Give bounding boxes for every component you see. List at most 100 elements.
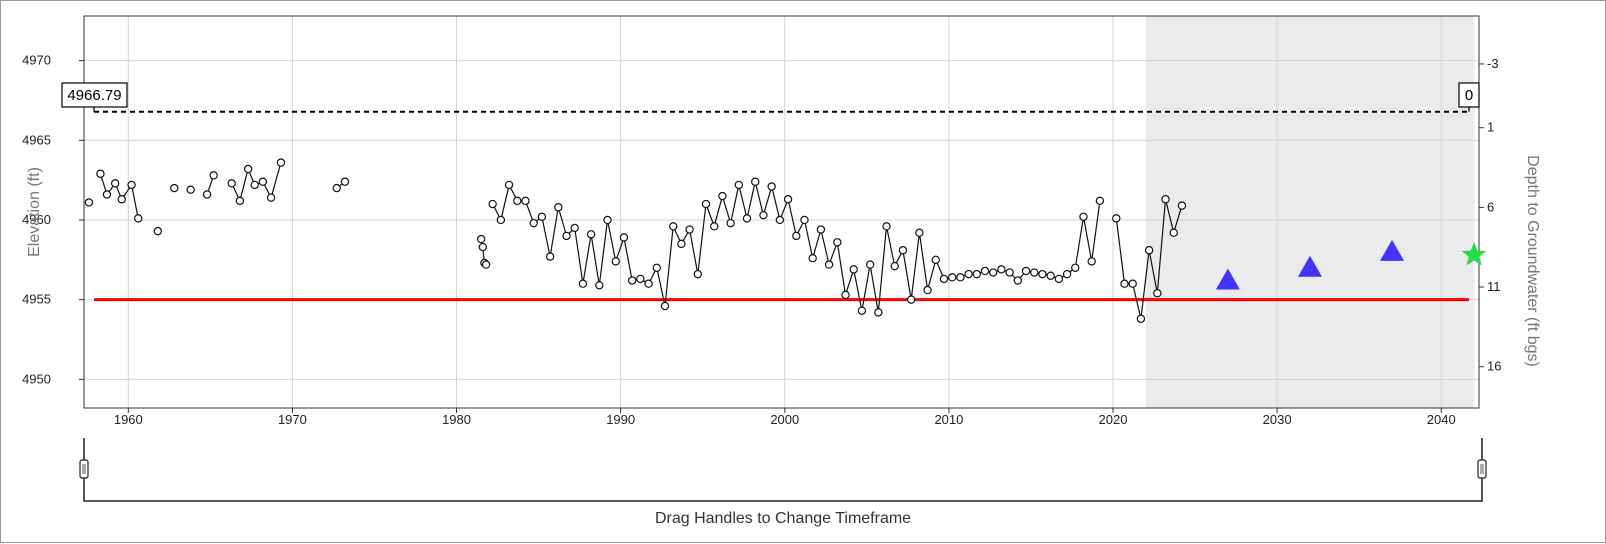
data-point	[611, 257, 620, 266]
data-point	[767, 182, 776, 191]
y-tick-label: 4960	[22, 212, 51, 227]
data-point	[833, 238, 842, 247]
data-point	[1013, 276, 1023, 285]
data-point	[849, 265, 858, 274]
data-point	[931, 255, 940, 265]
data-point	[127, 180, 136, 190]
data-point	[102, 190, 112, 199]
left-handle[interactable]	[79, 459, 89, 479]
ground-right-label: 0	[1465, 87, 1473, 104]
data-point	[693, 269, 703, 279]
data-point	[488, 199, 497, 209]
data-point	[841, 290, 850, 300]
series-line	[492, 181, 1101, 313]
projection-markers	[1215, 239, 1487, 290]
data-point	[1095, 196, 1105, 206]
x-tick-label: 1960	[114, 412, 143, 427]
x-tick-label: 1980	[442, 412, 471, 427]
data-point	[701, 199, 711, 209]
data-point	[545, 252, 555, 261]
data-point	[1079, 212, 1088, 221]
data-point	[718, 191, 727, 201]
x-tick-label: 2020	[1099, 412, 1128, 427]
data-point	[1021, 266, 1031, 276]
data-point	[980, 266, 990, 276]
y2-tick-label: 6	[1487, 199, 1494, 214]
data-point	[775, 215, 785, 225]
data-point	[496, 215, 506, 225]
data-point	[890, 261, 899, 271]
data-point	[964, 269, 973, 279]
data-point	[476, 234, 486, 244]
y-tick-label: 4965	[22, 132, 51, 147]
data-point	[619, 233, 629, 242]
x-tick-label: 2010	[934, 412, 963, 427]
data-point	[235, 196, 245, 206]
data-point	[209, 171, 218, 180]
data-point	[340, 177, 350, 186]
y2-tick-label: -3	[1487, 56, 1499, 71]
right-handle[interactable]	[1477, 459, 1487, 479]
data-point	[1054, 274, 1064, 284]
data-point	[800, 215, 809, 225]
data-point	[537, 212, 547, 221]
data-point	[1169, 228, 1178, 237]
projection-star	[1461, 242, 1487, 266]
data-point	[227, 179, 236, 188]
y2-axis-title: Depth to Groundwater (ft bgs)	[1524, 155, 1541, 367]
data-point	[1144, 246, 1154, 255]
ground-left-label-box	[61, 82, 128, 108]
data-point	[636, 274, 645, 284]
data-point	[997, 265, 1006, 274]
data-point	[603, 215, 612, 225]
x-axis-ticks: 1960 1970 1980 1990 2000 2010 2020 2030 2040	[114, 408, 1456, 427]
forecast-region	[1145, 16, 1475, 408]
data-point	[243, 164, 253, 174]
data-point	[504, 180, 514, 190]
data-point	[956, 273, 965, 282]
data-point	[186, 185, 195, 194]
data-point	[578, 279, 588, 288]
y2-tick-label: 1	[1487, 120, 1494, 135]
data-point	[513, 196, 522, 206]
right-handle-body[interactable]	[1477, 459, 1487, 479]
data-point	[117, 195, 126, 204]
data-point	[266, 193, 276, 202]
left-handle-body[interactable]	[79, 459, 89, 479]
data-point	[521, 196, 530, 206]
data-point	[1005, 268, 1014, 277]
data-point	[734, 180, 744, 190]
data-point	[726, 218, 735, 228]
data-point	[915, 228, 924, 237]
y2-tick-label: 11	[1487, 279, 1501, 294]
data-point	[1153, 289, 1162, 298]
measurement-series	[84, 158, 1187, 323]
data-point	[906, 295, 916, 304]
data-point	[153, 226, 163, 236]
data-point	[824, 260, 834, 269]
data-point	[529, 218, 538, 228]
data-point	[759, 210, 768, 220]
data-point	[133, 214, 143, 223]
data-point	[595, 281, 604, 290]
data-point	[170, 183, 179, 193]
data-point	[1120, 279, 1129, 288]
data-point	[857, 306, 867, 315]
y-tick-label: 4970	[22, 53, 51, 68]
data-point	[685, 225, 694, 234]
data-point	[554, 203, 563, 212]
data-point	[1030, 268, 1039, 277]
data-point	[1161, 195, 1170, 204]
data-point	[202, 190, 212, 199]
y-tick-label: 4955	[22, 292, 51, 307]
data-point	[1038, 269, 1047, 279]
data-point	[668, 222, 678, 231]
data-point	[627, 276, 637, 285]
projection-triangle	[1297, 255, 1322, 277]
data-point	[250, 180, 259, 190]
data-point	[865, 260, 875, 269]
data-point	[258, 177, 268, 186]
data-point	[710, 222, 719, 231]
data-point	[808, 254, 817, 263]
